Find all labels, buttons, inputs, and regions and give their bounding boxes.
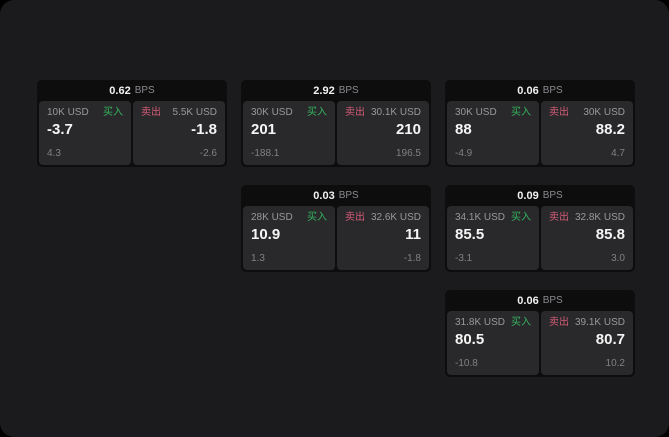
bps-header: 2.92 BPS	[241, 80, 431, 101]
sell-sub-value: 10.2	[605, 358, 625, 369]
buy-value: -3.7	[47, 121, 73, 138]
sell-panel[interactable]: 卖出 30K USD 88.2 4.7	[541, 101, 633, 165]
bps-unit-label: BPS	[134, 85, 155, 96]
buy-panel[interactable]: 30K USD 买入 88 -4.9	[447, 101, 539, 165]
buy-sub-value: -10.8	[455, 358, 478, 369]
sell-panel[interactable]: 卖出 32.6K USD 11 -1.8	[337, 206, 429, 270]
buy-label: 买入	[511, 107, 531, 118]
sell-label: 卖出	[549, 107, 569, 118]
sell-sub-value: 4.7	[611, 148, 625, 159]
quote-card-2: 2.92 BPS 30K USD 买入 201 -188.1 卖出 30.1K …	[241, 80, 431, 167]
sell-panel[interactable]: 卖出 32.8K USD 85.8 3.0	[541, 206, 633, 270]
sell-label: 卖出	[549, 212, 569, 223]
bps-unit-label: BPS	[338, 85, 359, 96]
bps-unit-label: BPS	[542, 295, 563, 306]
buy-sub-value: 1.3	[251, 253, 265, 264]
buy-sub-value: 4.3	[47, 148, 61, 159]
bps-value: 0.06	[517, 84, 539, 97]
sell-sub-value: -2.6	[199, 148, 217, 159]
quote-card-5: 0.09 BPS 34.1K USD 买入 85.5 -3.1 卖出 32.8K…	[445, 185, 635, 272]
sell-value: 210	[395, 121, 421, 138]
sell-value: -1.8	[191, 121, 217, 138]
sell-panel[interactable]: 卖出 5.5K USD -1.8 -2.6	[133, 101, 225, 165]
buy-amount: 30K USD	[455, 107, 497, 118]
bps-header: 0.06 BPS	[445, 290, 635, 311]
buy-label: 买入	[511, 317, 531, 328]
buy-panel[interactable]: 30K USD 买入 201 -188.1	[243, 101, 335, 165]
sell-amount: 32.6K USD	[370, 212, 421, 223]
sell-amount: 39.1K USD	[574, 317, 625, 328]
bps-unit-label: BPS	[542, 85, 563, 96]
bps-value: 0.62	[109, 84, 131, 97]
sell-label: 卖出	[345, 212, 365, 223]
sell-panel[interactable]: 卖出 30.1K USD 210 196.5	[337, 101, 429, 165]
bps-value: 2.92	[313, 84, 335, 97]
buy-amount: 31.8K USD	[455, 317, 506, 328]
buy-label: 买入	[103, 107, 123, 118]
buy-amount: 34.1K USD	[455, 212, 506, 223]
bps-unit-label: BPS	[542, 190, 563, 201]
sell-amount: 5.5K USD	[172, 107, 217, 118]
bps-value: 0.03	[313, 189, 335, 202]
bps-header: 0.09 BPS	[445, 185, 635, 206]
quote-card-1: 0.62 BPS 10K USD 买入 -3.7 4.3 卖出 5.5K USD	[37, 80, 227, 167]
buy-panel[interactable]: 10K USD 买入 -3.7 4.3	[39, 101, 131, 165]
sell-label: 卖出	[549, 317, 569, 328]
sell-label: 卖出	[345, 107, 365, 118]
sell-value: 88.2	[595, 121, 625, 138]
buy-value: 10.9	[251, 226, 281, 243]
bps-value: 0.09	[517, 189, 539, 202]
buy-panel[interactable]: 31.8K USD 买入 80.5 -10.8	[447, 311, 539, 375]
buy-sub-value: -3.1	[455, 253, 473, 264]
buy-amount: 28K USD	[251, 212, 293, 223]
buy-value: 85.5	[455, 226, 485, 243]
quote-card-3: 0.06 BPS 30K USD 买入 88 -4.9 卖出 30K USD	[445, 80, 635, 167]
buy-value: 88	[455, 121, 472, 138]
sell-sub-value: 196.5	[395, 148, 421, 159]
sell-amount: 30.1K USD	[370, 107, 421, 118]
sell-amount: 30K USD	[583, 107, 625, 118]
buy-label: 买入	[307, 107, 327, 118]
buy-amount: 10K USD	[47, 107, 89, 118]
buy-label: 买入	[307, 212, 327, 223]
sell-amount: 32.8K USD	[574, 212, 625, 223]
buy-value: 201	[251, 121, 277, 138]
buy-panel[interactable]: 34.1K USD 买入 85.5 -3.1	[447, 206, 539, 270]
buy-sub-value: -188.1	[251, 148, 280, 159]
bps-header: 0.06 BPS	[445, 80, 635, 101]
bps-unit-label: BPS	[338, 190, 359, 201]
bps-header: 0.62 BPS	[37, 80, 227, 101]
sell-value: 80.7	[595, 331, 625, 348]
buy-amount: 30K USD	[251, 107, 293, 118]
sell-value: 11	[405, 226, 421, 243]
sell-sub-value: -1.8	[403, 253, 421, 264]
quote-card-6: 0.06 BPS 31.8K USD 买入 80.5 -10.8 卖出 39.1…	[445, 290, 635, 377]
bps-value: 0.06	[517, 294, 539, 307]
sell-value: 85.8	[595, 226, 625, 243]
sell-sub-value: 3.0	[611, 253, 625, 264]
sell-label: 卖出	[141, 107, 161, 118]
buy-panel[interactable]: 28K USD 买入 10.9 1.3	[243, 206, 335, 270]
bps-header: 0.03 BPS	[241, 185, 431, 206]
buy-value: 80.5	[455, 331, 485, 348]
quote-card-4: 0.03 BPS 28K USD 买入 10.9 1.3 卖出 32.6K US…	[241, 185, 431, 272]
buy-label: 买入	[511, 212, 531, 223]
sell-panel[interactable]: 卖出 39.1K USD 80.7 10.2	[541, 311, 633, 375]
buy-sub-value: -4.9	[455, 148, 473, 159]
